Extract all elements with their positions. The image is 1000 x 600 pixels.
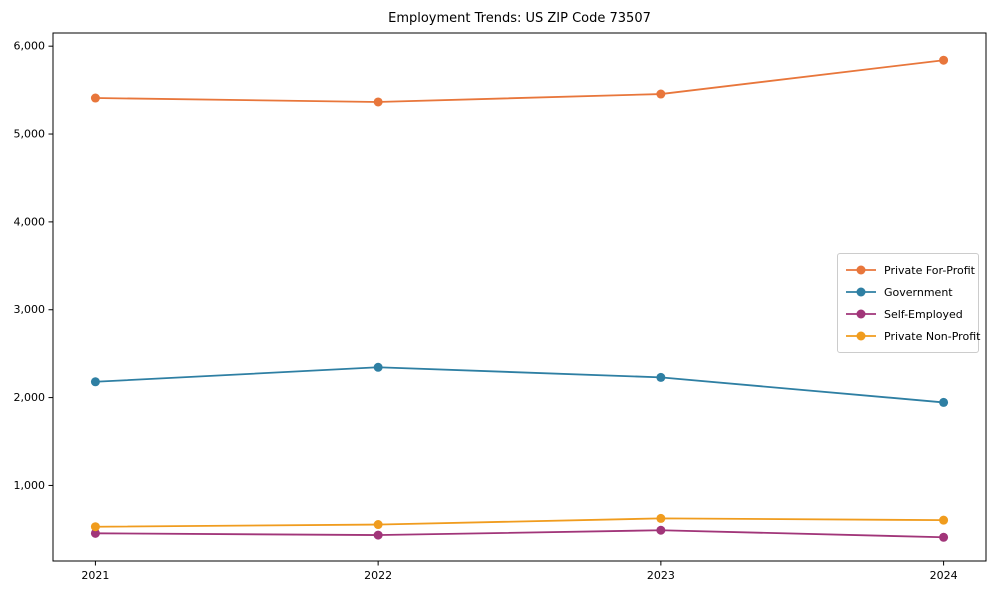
- svg-text:2021: 2021: [81, 569, 109, 582]
- svg-text:4,000: 4,000: [14, 215, 46, 228]
- svg-text:6,000: 6,000: [14, 40, 46, 53]
- legend-label: Private Non-Profit: [884, 329, 981, 343]
- legend-item: Private For-Profit: [845, 259, 975, 281]
- svg-text:5,000: 5,000: [14, 128, 46, 141]
- legend-line-marker-icon: [846, 287, 876, 297]
- legend: Private For-Profit Government Self-Emplo…: [837, 253, 980, 353]
- legend-label: Private For-Profit: [884, 263, 975, 277]
- legend-item: Private Non-Profit: [845, 325, 980, 347]
- svg-text:2022: 2022: [364, 569, 392, 582]
- svg-text:2,000: 2,000: [14, 391, 46, 404]
- svg-text:1,000: 1,000: [14, 479, 46, 492]
- svg-text:3,000: 3,000: [14, 303, 46, 316]
- legend-item: Government: [845, 281, 971, 303]
- legend-item: Self-Employed: [845, 303, 971, 325]
- legend-label: Government: [884, 285, 953, 299]
- svg-text:2023: 2023: [647, 569, 675, 582]
- legend-line-marker-icon: [846, 309, 876, 319]
- legend-line-marker-icon: [846, 265, 876, 275]
- legend-label: Self-Employed: [884, 307, 963, 321]
- legend-line-marker-icon: [846, 331, 876, 341]
- chart-title: Employment Trends: US ZIP Code 73507: [388, 11, 651, 26]
- svg-text:2024: 2024: [930, 569, 958, 582]
